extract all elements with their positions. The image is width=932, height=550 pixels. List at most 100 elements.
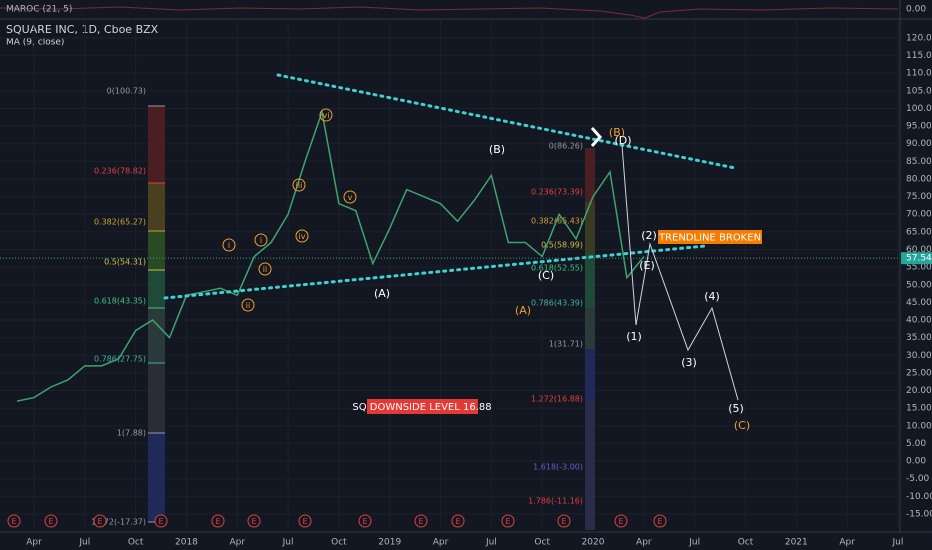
fib-label: 1.272(16.88) xyxy=(531,395,583,404)
wave-label: iii xyxy=(296,181,303,190)
x-tick-label: Oct xyxy=(128,538,144,548)
wave-label: (A) xyxy=(515,304,531,317)
fib-label: 0.786(43.39) xyxy=(531,299,583,308)
fib-label: 0(100.73) xyxy=(107,87,146,96)
fib-label: 1(31.71) xyxy=(549,340,583,349)
fib-band xyxy=(585,349,595,401)
wave-circle xyxy=(254,233,268,247)
annotation-box xyxy=(658,230,762,244)
earnings-marker xyxy=(211,514,225,528)
x-tick-label: Apr xyxy=(636,538,652,548)
x-tick-label: 2021 xyxy=(785,538,808,548)
x-tick-label: Jul xyxy=(78,538,90,548)
fib-band xyxy=(585,308,595,349)
last-price-box xyxy=(901,252,932,265)
earnings-label: E xyxy=(657,517,662,526)
indicator-line xyxy=(0,6,899,19)
x-tick-label: Jul xyxy=(485,538,497,548)
y-tick-label: -15.00 xyxy=(906,509,932,519)
fib-band xyxy=(585,202,595,253)
y-tick-label: 15.00 xyxy=(906,404,932,414)
earnings-marker xyxy=(414,514,428,528)
fib-band xyxy=(148,183,165,231)
wave-label: (5) xyxy=(728,402,744,415)
earnings-label: E xyxy=(561,517,566,526)
earnings-marker xyxy=(154,514,168,528)
earnings-marker xyxy=(298,514,312,528)
y-tick-label: 120.00 xyxy=(906,33,932,43)
earnings-label: E xyxy=(158,517,163,526)
x-tick-label: Apr xyxy=(229,538,245,548)
fib-band xyxy=(148,106,165,183)
x-tick-label: Jul xyxy=(892,538,904,548)
y-tick-label: 10.00 xyxy=(906,421,932,431)
earnings-label: E xyxy=(362,517,367,526)
earnings-marker xyxy=(653,514,667,528)
earnings-marker xyxy=(7,514,21,528)
wave-label: i xyxy=(260,236,262,245)
chart-title: SQUARE INC, 1D, Cboe BZX xyxy=(6,23,159,36)
wave-label: (C) xyxy=(538,269,554,282)
wave-label: (1) xyxy=(626,330,642,343)
earnings-marker xyxy=(614,514,628,528)
y-tick-label: 75.00 xyxy=(906,192,932,202)
chart-subtitle: MA (9, close) xyxy=(6,38,64,48)
wave-label: iv xyxy=(299,232,306,241)
wave-label: ii xyxy=(246,301,250,310)
x-tick-label: Jul xyxy=(688,538,700,548)
earnings-label: E xyxy=(505,517,510,526)
y-tick-label: 50.00 xyxy=(906,280,932,290)
y-tick-label: 90.00 xyxy=(906,139,932,149)
wave-label: (4) xyxy=(704,290,720,303)
fib-band xyxy=(148,433,165,522)
earnings-label: E xyxy=(48,517,53,526)
y-tick-label: -5.00 xyxy=(906,474,930,484)
earnings-marker xyxy=(44,514,58,528)
fib-label: 0.236(73.39) xyxy=(531,188,583,197)
x-tick-label: Apr xyxy=(839,538,855,548)
y-tick-label: 70.00 xyxy=(906,210,932,220)
fib-band xyxy=(148,231,165,270)
x-tick-label: 2020 xyxy=(582,538,605,548)
x-tick-label: Jul xyxy=(282,538,294,548)
y-tick-label: -10.00 xyxy=(906,492,932,502)
x-tick-label: 2018 xyxy=(175,538,198,548)
wave-circle xyxy=(319,108,333,122)
x-tick-label: Oct xyxy=(534,538,550,548)
wave-label: ii xyxy=(263,265,267,274)
x-tick-label: Apr xyxy=(26,538,42,548)
y-tick-label: 45.00 xyxy=(906,298,932,308)
y-tick-label: 20.00 xyxy=(906,386,932,396)
x-tick-label: Oct xyxy=(331,538,347,548)
wave-label: (E) xyxy=(639,259,655,272)
fib-label: 1.618(-3.00) xyxy=(533,463,583,472)
wave-label: v xyxy=(348,193,353,202)
annotation: TRENDLINE BROKEN xyxy=(658,233,761,244)
wave-label: (B) xyxy=(489,143,505,156)
earnings-label: E xyxy=(455,517,460,526)
fib-label: 0.5(58.99) xyxy=(541,241,583,250)
fib-band xyxy=(585,148,595,202)
earnings-marker xyxy=(451,514,465,528)
y-tick-label: 25.00 xyxy=(906,368,932,378)
earnings-label: E xyxy=(97,517,102,526)
earnings-label: E xyxy=(215,517,220,526)
earnings-marker xyxy=(557,514,571,528)
earnings-label: E xyxy=(251,517,256,526)
indicator-axis-label: 0.00 xyxy=(906,5,926,15)
wave-label: i xyxy=(228,241,230,250)
wave-label: vi xyxy=(323,111,330,120)
wave-label: (A) xyxy=(374,287,390,300)
fib-band xyxy=(148,363,165,433)
fib-label: 0.786(27.75) xyxy=(94,355,146,364)
projection-path xyxy=(621,144,739,401)
wave-circle xyxy=(295,229,309,243)
annotation: SQ DOWNSIDE LEVEL 16.88 xyxy=(352,402,491,413)
price-line xyxy=(16,109,645,402)
fib-band xyxy=(585,253,595,308)
trendline xyxy=(163,244,707,300)
earnings-marker xyxy=(501,514,515,528)
fib-label: 1.272(-17.37) xyxy=(91,518,146,527)
y-tick-label: 30.00 xyxy=(906,351,932,361)
